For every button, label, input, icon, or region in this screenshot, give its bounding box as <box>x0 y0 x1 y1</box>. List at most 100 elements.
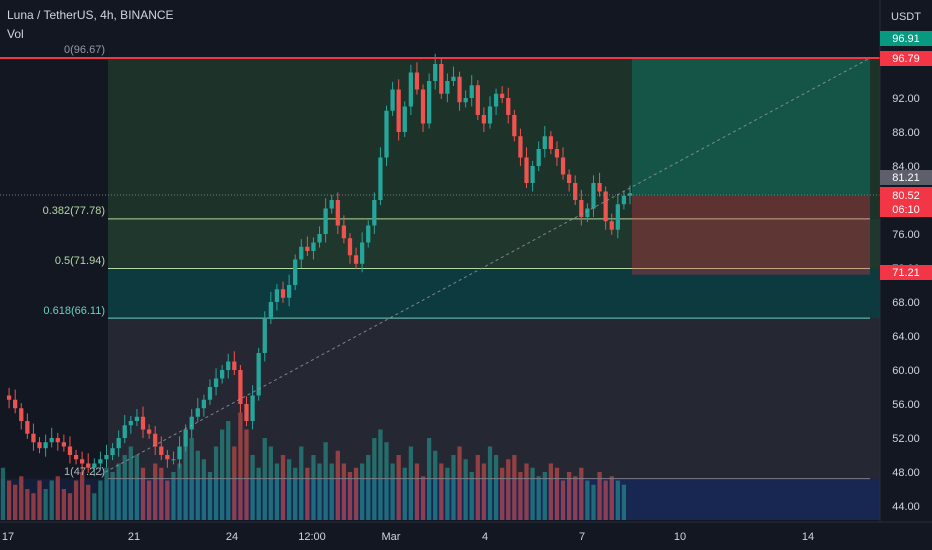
price-scale[interactable]: USDT 92.0088.0084.0080.0076.0072.0068.00… <box>879 0 932 522</box>
candle <box>548 131 553 155</box>
volume-bar <box>621 484 627 520</box>
volume-bar <box>159 467 164 520</box>
position-profit-zone[interactable] <box>632 57 870 196</box>
svg-text:96.91: 96.91 <box>892 33 920 45</box>
candle <box>134 409 140 427</box>
candle <box>347 233 353 264</box>
volume-bar <box>554 467 560 520</box>
svg-text:80.52: 80.52 <box>892 190 920 202</box>
volume-bar <box>506 459 511 520</box>
candle <box>61 434 67 452</box>
volume-bar <box>299 446 304 520</box>
volume-bar <box>305 467 310 520</box>
candle <box>299 239 304 268</box>
tag-last-upper: 81.21 <box>880 170 932 185</box>
price-tick: 44.00 <box>892 501 920 513</box>
candle <box>305 236 310 257</box>
symbol-title[interactable]: Luna / TetherUS, 4h, BINANCE <box>7 8 174 22</box>
volume-bar <box>244 429 249 520</box>
candle <box>195 398 200 422</box>
candle <box>31 423 36 451</box>
candle <box>329 194 334 214</box>
candle <box>220 364 225 384</box>
fib-label-05: 0.5(71.94) <box>55 255 105 267</box>
countdown: 06:10 <box>892 204 920 216</box>
volume-bar <box>445 467 450 520</box>
volume-bar <box>165 480 170 520</box>
time-label-17: 17 <box>2 531 14 543</box>
position-loss-zone[interactable] <box>632 195 870 275</box>
candle <box>506 87 511 124</box>
volume-bar <box>487 446 493 520</box>
candle <box>159 436 164 461</box>
volume-bar <box>67 493 73 520</box>
candle <box>384 105 389 166</box>
candle <box>323 198 328 243</box>
volume-bar <box>597 472 602 520</box>
volume-bar <box>286 459 292 520</box>
volume-bar <box>317 463 322 520</box>
price-tick: 92.00 <box>892 93 920 105</box>
volume-bar <box>171 472 176 520</box>
volume-bar <box>280 455 286 520</box>
candle <box>439 58 444 99</box>
candle <box>420 84 426 132</box>
volume-bar <box>542 472 547 520</box>
candle <box>335 192 340 234</box>
candle <box>293 254 298 291</box>
volume-bar <box>500 467 505 520</box>
volume-bar <box>536 476 541 520</box>
volume-indicator-label[interactable]: Vol <box>7 27 24 41</box>
volume-bar <box>201 459 207 520</box>
candle <box>73 449 79 465</box>
candle <box>201 394 207 417</box>
candle <box>25 413 30 439</box>
trend-line[interactable] <box>99 57 871 476</box>
time-label-21: 21 <box>128 531 140 543</box>
volume-bar <box>512 455 517 520</box>
candle <box>481 107 487 132</box>
volume-bar <box>110 472 115 520</box>
volume-bar <box>25 489 30 520</box>
tag-last-price: 80.52 06:10 <box>880 187 932 217</box>
volume-bar <box>128 446 133 520</box>
candle <box>226 353 231 379</box>
volume-bar <box>49 480 54 520</box>
candle <box>433 53 438 90</box>
volume-bar <box>414 463 420 520</box>
candle <box>445 73 450 103</box>
candle <box>110 443 115 461</box>
fib-lines <box>108 57 870 480</box>
candle <box>116 430 121 457</box>
svg-text:96.79: 96.79 <box>892 53 920 65</box>
candle <box>585 203 590 223</box>
volume-bar <box>560 480 566 520</box>
volume-bar <box>451 455 456 520</box>
fib-band <box>108 318 880 479</box>
time-axis[interactable]: 17 21 24 12:00 Mar 4 7 10 14 <box>0 521 932 550</box>
volume-bar <box>378 429 383 520</box>
candle <box>566 169 572 192</box>
candle <box>615 194 620 239</box>
fib-label-0382: 0.382(77.78) <box>43 205 105 217</box>
candle <box>530 160 535 192</box>
candle <box>493 88 499 115</box>
candle <box>554 141 560 166</box>
candle <box>238 364 243 413</box>
volume-bar <box>116 463 121 520</box>
price-tick: 60.00 <box>892 365 920 377</box>
candle <box>98 451 103 469</box>
candle <box>366 220 371 248</box>
volume-bar <box>579 467 584 520</box>
candle <box>37 437 42 454</box>
candle <box>13 389 18 414</box>
candle <box>451 66 456 87</box>
long-position-tool[interactable] <box>632 57 870 275</box>
candle <box>86 453 91 473</box>
volume-bar <box>122 455 127 520</box>
candle <box>55 432 60 451</box>
time-label-4: 4 <box>482 531 488 543</box>
volume-bar <box>238 412 243 520</box>
candle <box>244 396 249 427</box>
